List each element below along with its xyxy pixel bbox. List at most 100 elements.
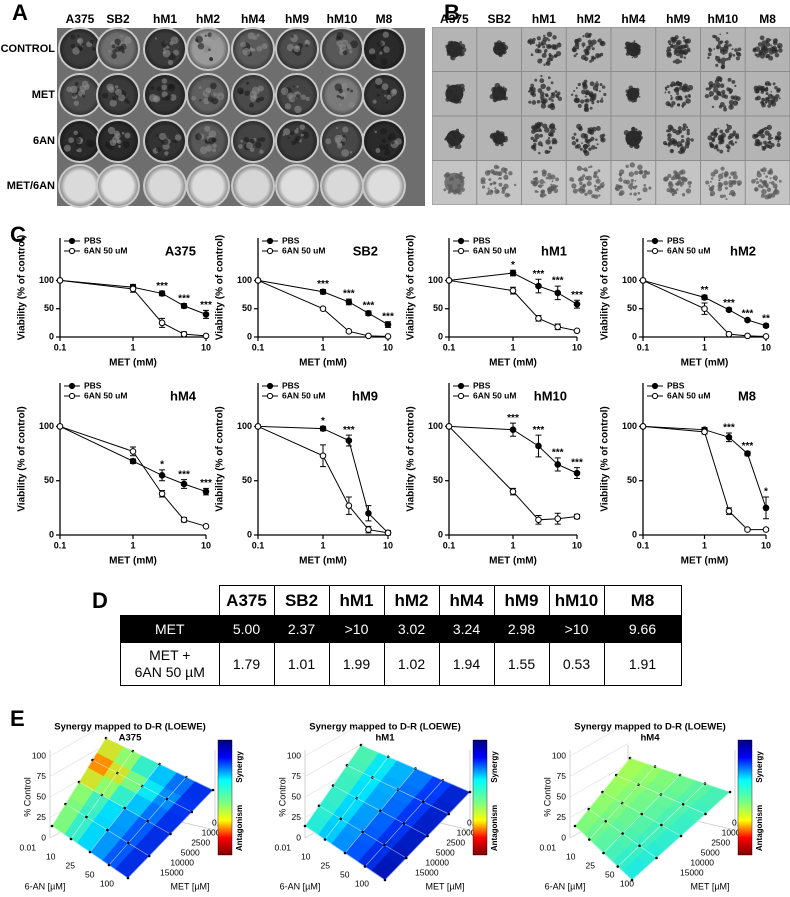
- x-axis-label: MET (mM): [299, 556, 347, 567]
- well-texture: [292, 85, 295, 88]
- significance-label: ***: [156, 281, 168, 292]
- x-tick-label: 1: [510, 342, 515, 352]
- y-tick-label: 10000: [425, 857, 449, 867]
- cell-cluster: [638, 95, 641, 98]
- data-point: [445, 423, 453, 430]
- data-point: [129, 448, 137, 455]
- cell-cluster: [751, 178, 756, 184]
- cell-cluster: [724, 186, 728, 190]
- well-texture: [77, 148, 82, 153]
- colorbar-label: Synergy: [490, 751, 499, 783]
- cell-cluster: [500, 142, 504, 147]
- z-tick-label: 100: [552, 750, 566, 760]
- x-tick-label: 1: [320, 342, 325, 352]
- cell-cluster: [583, 133, 588, 138]
- surface-dot: [123, 806, 127, 810]
- cell-cluster: [539, 129, 543, 133]
- cell-cluster: [455, 42, 459, 45]
- surface-dot: [211, 788, 215, 792]
- cell-cluster: [708, 186, 714, 192]
- cell-cluster: [677, 144, 680, 148]
- cell-cluster: [768, 49, 775, 55]
- row-label: CONTROL: [1, 43, 56, 55]
- cell-cluster: [555, 177, 559, 182]
- cell-cluster: [724, 171, 729, 176]
- cell-cluster: [544, 93, 549, 97]
- cell-cluster: [685, 137, 691, 142]
- cell-cluster: [544, 127, 550, 133]
- x-tick-label: 0.1: [54, 540, 67, 550]
- cell-cluster: [600, 40, 606, 47]
- data-point: [365, 509, 372, 517]
- cell-cluster: [488, 178, 492, 182]
- header-cell: hM1: [328, 585, 385, 616]
- surface-dot: [169, 832, 172, 836]
- x-tick-label: 10: [572, 342, 582, 352]
- y-tick-label: 0: [247, 529, 252, 539]
- micrograph: [522, 27, 566, 71]
- cell-cluster: [737, 47, 742, 52]
- legend-marker: [457, 382, 465, 390]
- value-cell: 1.99: [328, 642, 385, 686]
- significance-label: ***: [178, 469, 190, 480]
- cell-cluster: [772, 82, 776, 86]
- y-tick-label: 0: [49, 529, 54, 539]
- surface-dot: [621, 832, 624, 835]
- cell-cluster: [497, 85, 503, 91]
- header-cell: M8: [603, 585, 682, 616]
- cell-cluster: [775, 93, 780, 99]
- cell-cluster: [766, 141, 769, 144]
- well-texture: [341, 39, 349, 47]
- cell-cluster: [708, 81, 714, 87]
- cell-cluster: [678, 44, 684, 50]
- well-texture: [379, 51, 383, 55]
- well-texture: [338, 103, 342, 107]
- cell-cluster: [457, 137, 463, 143]
- well-texture: [115, 88, 122, 96]
- well-texture: [122, 141, 130, 149]
- cell-cluster: [776, 87, 781, 92]
- cell-cluster: [689, 181, 692, 184]
- y-axis-label: Viability (% of control): [17, 406, 28, 511]
- well-texture: [250, 48, 254, 52]
- cell-cluster: [672, 44, 678, 50]
- z-tick-label: 25: [37, 812, 47, 822]
- well-texture: [209, 56, 213, 61]
- well-shade: [98, 166, 138, 206]
- cell-cluster: [573, 132, 577, 136]
- surface-dot: [69, 837, 73, 841]
- cell-cluster: [452, 95, 455, 99]
- surface-subtitle: hM4: [641, 733, 661, 744]
- y-tick-label: 50: [242, 303, 252, 313]
- cell-cluster: [553, 188, 559, 194]
- y-tick-label: 0: [247, 331, 252, 341]
- cell-cluster: [582, 174, 586, 178]
- significance-label: ***: [742, 441, 754, 452]
- well-texture: [194, 133, 202, 141]
- well-texture: [161, 91, 168, 98]
- surface-dot: [50, 824, 54, 828]
- cell-cluster: [530, 53, 534, 56]
- cell-cluster: [453, 49, 456, 52]
- well-texture: [212, 143, 217, 148]
- y-axis-label: Viability (% of control): [17, 235, 28, 340]
- cell-cluster: [688, 185, 692, 188]
- legend-label: PBS: [667, 380, 685, 390]
- cell-cluster: [588, 166, 591, 169]
- cell-cluster: [586, 181, 592, 187]
- cell-cluster: [637, 164, 643, 170]
- cell-cluster: [704, 93, 710, 99]
- well-texture: [336, 31, 344, 40]
- well-texture: [280, 87, 289, 95]
- cell-cluster: [494, 172, 498, 176]
- data-point: [129, 457, 137, 465]
- column-label: M8: [759, 12, 776, 26]
- cell-cluster: [623, 129, 630, 136]
- cell-cluster: [767, 133, 772, 138]
- cell-cluster: [763, 181, 767, 184]
- x-tick-label: 1: [130, 540, 135, 550]
- cell-cluster: [714, 132, 718, 137]
- cell-cluster: [770, 181, 775, 185]
- chart-title: hM10: [534, 388, 567, 403]
- z-tick-label: 75: [37, 771, 47, 781]
